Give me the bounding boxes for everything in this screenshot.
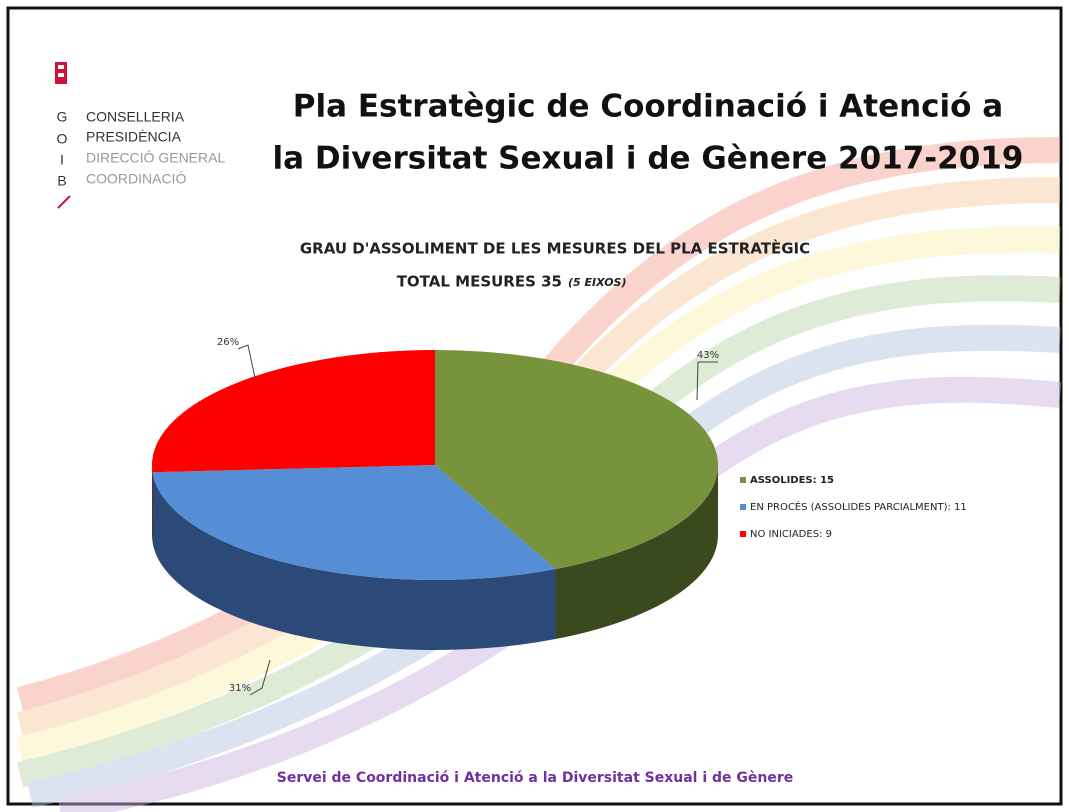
legend-label: EN PROCÉS (ASSOLIDES PARCIALMENT): 11 <box>750 500 967 513</box>
data-label: 43% <box>697 350 719 361</box>
footer: Servei de Coordinació i Atenció a la Div… <box>277 770 794 786</box>
logo-text: PRESIDÈNCIA <box>86 129 182 145</box>
logo-letter: O <box>57 131 68 147</box>
legend-swatch <box>740 477 746 483</box>
data-label: 26% <box>217 337 239 348</box>
slide-title: Pla Estratègic de Coordinació i Atenció … <box>293 89 1003 125</box>
logo-letter: G <box>57 109 68 125</box>
slide-title: la Diversitat Sexual i de Gènere 2017-20… <box>273 141 1024 177</box>
chart-title: GRAU D'ASSOLIMENT DE LES MESURES DEL PLA… <box>300 239 810 258</box>
slide: G O I B CONSELLERIA PRESIDÈNCIA DIRECCIÓ… <box>0 0 1069 812</box>
chart-subtitle: TOTAL MESURES 35 <box>397 273 562 291</box>
logo-text: CONSELLERIA <box>86 109 185 125</box>
logo-text: COORDINACIÓ <box>86 171 186 187</box>
logo-letter: B <box>57 173 66 189</box>
legend-label: ASSOLIDES: 15 <box>750 475 834 486</box>
logo-text: DIRECCIÓ GENERAL <box>86 150 225 166</box>
logo-letter: I <box>60 152 64 168</box>
chart-subtitle-note: (5 EIXOS) <box>568 276 627 289</box>
legend-label: NO INICIADES: 9 <box>750 529 832 540</box>
legend-swatch <box>740 504 746 510</box>
slice-side <box>152 465 153 542</box>
legend-swatch <box>740 531 746 537</box>
data-label: 31% <box>229 683 251 694</box>
